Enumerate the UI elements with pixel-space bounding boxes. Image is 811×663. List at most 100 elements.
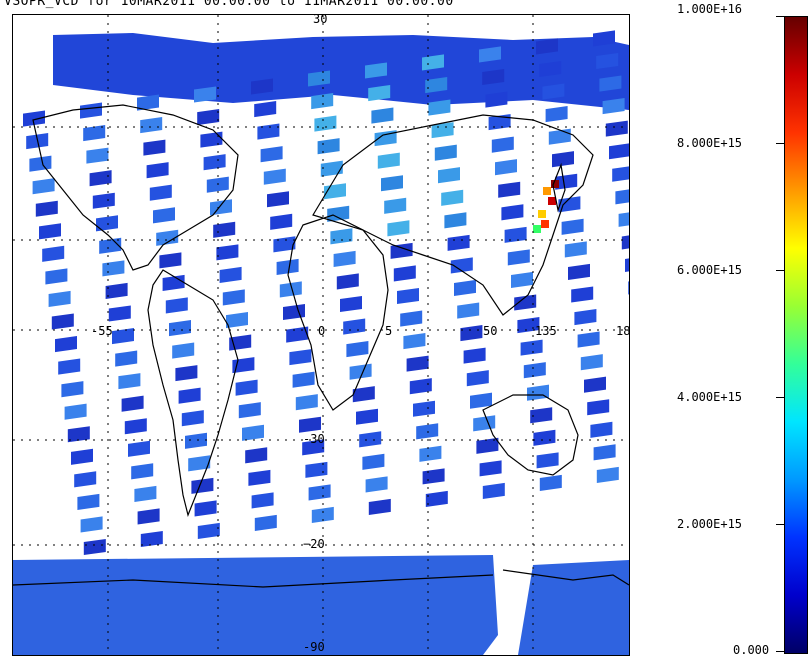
swath-block bbox=[35, 200, 58, 217]
swath-block bbox=[349, 363, 372, 380]
swath-block bbox=[92, 192, 115, 209]
swath-block bbox=[536, 38, 558, 55]
swath-block bbox=[222, 289, 245, 306]
graticule bbox=[13, 15, 629, 655]
swath-block bbox=[61, 381, 84, 398]
map-panel: 30 -55 0 5 50 135 18 -30 −20 -90 bbox=[12, 14, 630, 656]
swath-block bbox=[488, 114, 511, 131]
swath-block bbox=[254, 514, 277, 532]
swath-block bbox=[213, 221, 236, 238]
swath-block bbox=[359, 431, 382, 448]
swath-block bbox=[162, 274, 185, 291]
swath-block bbox=[159, 252, 182, 269]
swath-block bbox=[251, 78, 273, 95]
swath-block bbox=[419, 445, 442, 462]
swath-block bbox=[137, 508, 160, 525]
swath-block bbox=[479, 46, 501, 63]
lon-label-18: 18 bbox=[616, 324, 629, 338]
swath-block bbox=[197, 522, 220, 540]
swath-block bbox=[482, 68, 505, 86]
swath-block bbox=[542, 83, 565, 100]
swath-block bbox=[498, 181, 521, 198]
swath-block bbox=[308, 484, 331, 501]
colorbar-tick bbox=[776, 16, 784, 17]
colorbar-max-label: 1.000E+16 bbox=[677, 2, 743, 16]
colorbar-tick bbox=[776, 524, 784, 525]
swath-block bbox=[444, 212, 467, 229]
swath-block bbox=[625, 255, 629, 272]
swath-block bbox=[32, 178, 55, 195]
swath-block bbox=[118, 373, 141, 390]
swath-block bbox=[99, 237, 122, 254]
swath-block bbox=[605, 120, 628, 137]
swath-block bbox=[137, 94, 159, 111]
swath-block bbox=[55, 336, 77, 353]
swath-block bbox=[270, 213, 293, 230]
swath-block bbox=[219, 266, 242, 283]
colorbar-tick bbox=[776, 397, 784, 398]
swath-block bbox=[362, 453, 385, 470]
swath-block bbox=[530, 407, 553, 424]
swath-block bbox=[485, 91, 508, 108]
swath-block bbox=[80, 516, 103, 533]
swath-block bbox=[413, 400, 435, 417]
swath-block bbox=[558, 196, 581, 213]
swath-block bbox=[574, 309, 597, 326]
swath-block bbox=[422, 54, 444, 71]
swath-block bbox=[188, 455, 211, 472]
swath-block bbox=[311, 92, 334, 110]
swath-block bbox=[580, 354, 603, 371]
swath-block bbox=[276, 258, 299, 275]
swath-block bbox=[83, 538, 106, 556]
swath-block bbox=[330, 228, 353, 245]
south-polar-coverage bbox=[518, 560, 629, 655]
swath-block bbox=[242, 424, 264, 441]
swath-block bbox=[527, 384, 549, 401]
swath-block bbox=[71, 448, 93, 465]
swath-block bbox=[555, 173, 578, 190]
swath-block bbox=[64, 403, 87, 420]
swath-block bbox=[593, 444, 616, 461]
swath-block bbox=[121, 395, 144, 412]
swath-block bbox=[42, 245, 65, 262]
swath-block bbox=[343, 318, 366, 335]
swath-block bbox=[153, 207, 175, 224]
swath-block bbox=[564, 241, 587, 258]
high-value-pixel bbox=[551, 180, 559, 188]
swath-block bbox=[89, 170, 112, 187]
swath-block bbox=[165, 297, 188, 314]
swath-block bbox=[501, 204, 524, 221]
swath-block bbox=[112, 327, 134, 345]
swath-block bbox=[336, 273, 359, 290]
lat-label-30: 30 bbox=[313, 15, 327, 26]
swath-block bbox=[39, 223, 61, 240]
swath-block bbox=[457, 302, 480, 319]
swath-block bbox=[612, 165, 629, 182]
swath-block bbox=[146, 162, 169, 179]
high-value-pixel bbox=[538, 210, 546, 218]
swath-block bbox=[143, 139, 166, 156]
swath-block bbox=[172, 342, 195, 359]
swath-block bbox=[536, 452, 559, 469]
swath-block bbox=[495, 159, 517, 176]
swath-block bbox=[434, 144, 457, 161]
swath-block bbox=[473, 415, 496, 432]
swath-block bbox=[476, 437, 499, 454]
swath-block bbox=[226, 311, 248, 329]
colorbar-tick bbox=[776, 143, 784, 144]
swath-block bbox=[105, 282, 128, 299]
swath-block bbox=[175, 365, 198, 382]
coastlines bbox=[13, 104, 629, 588]
swath-block bbox=[454, 279, 476, 297]
swath-block bbox=[422, 468, 445, 485]
swath-block bbox=[251, 492, 274, 509]
swath-block bbox=[377, 152, 400, 169]
swath-block bbox=[194, 86, 216, 103]
swath-block bbox=[203, 154, 226, 171]
swath-block bbox=[245, 447, 268, 464]
swath-block bbox=[80, 102, 102, 119]
swath-block bbox=[584, 376, 606, 393]
swath-block bbox=[593, 30, 615, 47]
swath-block bbox=[263, 168, 286, 185]
swath-block bbox=[248, 469, 271, 486]
